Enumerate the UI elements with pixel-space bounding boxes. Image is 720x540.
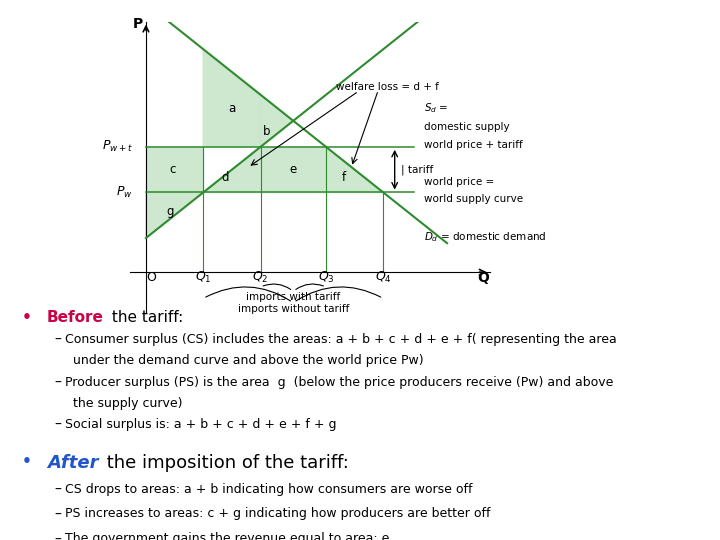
- Text: world supply curve: world supply curve: [424, 194, 523, 204]
- Text: a: a: [228, 102, 235, 115]
- Text: $P_{w+t}$: $P_{w+t}$: [102, 139, 133, 154]
- Text: $P_w$: $P_w$: [116, 185, 133, 200]
- Text: e: e: [289, 163, 297, 176]
- Text: Consumer surplus (CS) includes the areas: a + b + c + d + e + f( representing th: Consumer surplus (CS) includes the areas…: [65, 333, 616, 346]
- Text: Producer surplus (PS) is the area  g  (below the price producers receive (Pw) an: Producer surplus (PS) is the area g (bel…: [65, 375, 613, 388]
- Text: –: –: [54, 375, 61, 389]
- Text: Social surplus is: a + b + c + d + e + f + g: Social surplus is: a + b + c + d + e + f…: [65, 418, 336, 431]
- Text: welfare loss = d + f: welfare loss = d + f: [336, 82, 438, 92]
- Text: $Q_3$: $Q_3$: [318, 271, 334, 286]
- Polygon shape: [261, 94, 293, 147]
- Text: under the demand curve and above the world price Pw): under the demand curve and above the wor…: [65, 354, 423, 367]
- Text: imports without tariff: imports without tariff: [238, 303, 349, 314]
- Polygon shape: [261, 147, 326, 192]
- Text: –: –: [54, 532, 61, 540]
- Text: the tariff:: the tariff:: [107, 309, 183, 325]
- Text: Q: Q: [477, 272, 489, 286]
- Text: $Q_2$: $Q_2$: [252, 271, 269, 286]
- Polygon shape: [146, 192, 203, 238]
- Text: PS increases to areas: c + g indicating how producers are better off: PS increases to areas: c + g indicating …: [65, 508, 490, 521]
- Text: world price =: world price =: [424, 177, 495, 187]
- Polygon shape: [326, 147, 383, 192]
- Text: b: b: [263, 125, 270, 138]
- Text: | tariff: | tariff: [401, 164, 433, 175]
- Text: –: –: [54, 508, 61, 522]
- Text: •: •: [22, 454, 32, 469]
- Text: c: c: [170, 163, 176, 176]
- Text: P: P: [132, 17, 143, 31]
- Text: g: g: [166, 205, 174, 218]
- Text: O: O: [146, 271, 156, 284]
- Polygon shape: [203, 49, 261, 147]
- Text: CS drops to areas: a + b indicating how consumers are worse off: CS drops to areas: a + b indicating how …: [65, 483, 472, 496]
- Text: f: f: [341, 171, 346, 184]
- Text: the imposition of the tariff:: the imposition of the tariff:: [101, 454, 348, 472]
- Text: domestic supply: domestic supply: [424, 122, 510, 132]
- Text: $Q_1$: $Q_1$: [195, 271, 212, 286]
- Text: After: After: [47, 454, 99, 472]
- Text: imports with tariff: imports with tariff: [246, 292, 341, 302]
- Text: world price + tariff: world price + tariff: [424, 140, 523, 150]
- Text: •: •: [22, 309, 32, 325]
- Polygon shape: [146, 147, 203, 192]
- Text: $Q_4$: $Q_4$: [375, 271, 392, 286]
- Text: d: d: [222, 171, 230, 184]
- Text: the supply curve): the supply curve): [65, 397, 182, 410]
- Text: –: –: [54, 333, 61, 347]
- Text: –: –: [54, 483, 61, 496]
- Text: Before: Before: [47, 309, 104, 325]
- Text: The government gains the revenue equal to area: e: The government gains the revenue equal t…: [65, 532, 390, 540]
- Polygon shape: [203, 147, 261, 192]
- Text: $D_d$ = domestic demand: $D_d$ = domestic demand: [424, 231, 547, 244]
- Text: $S_d$ =: $S_d$ =: [424, 102, 449, 115]
- Text: –: –: [54, 418, 61, 433]
